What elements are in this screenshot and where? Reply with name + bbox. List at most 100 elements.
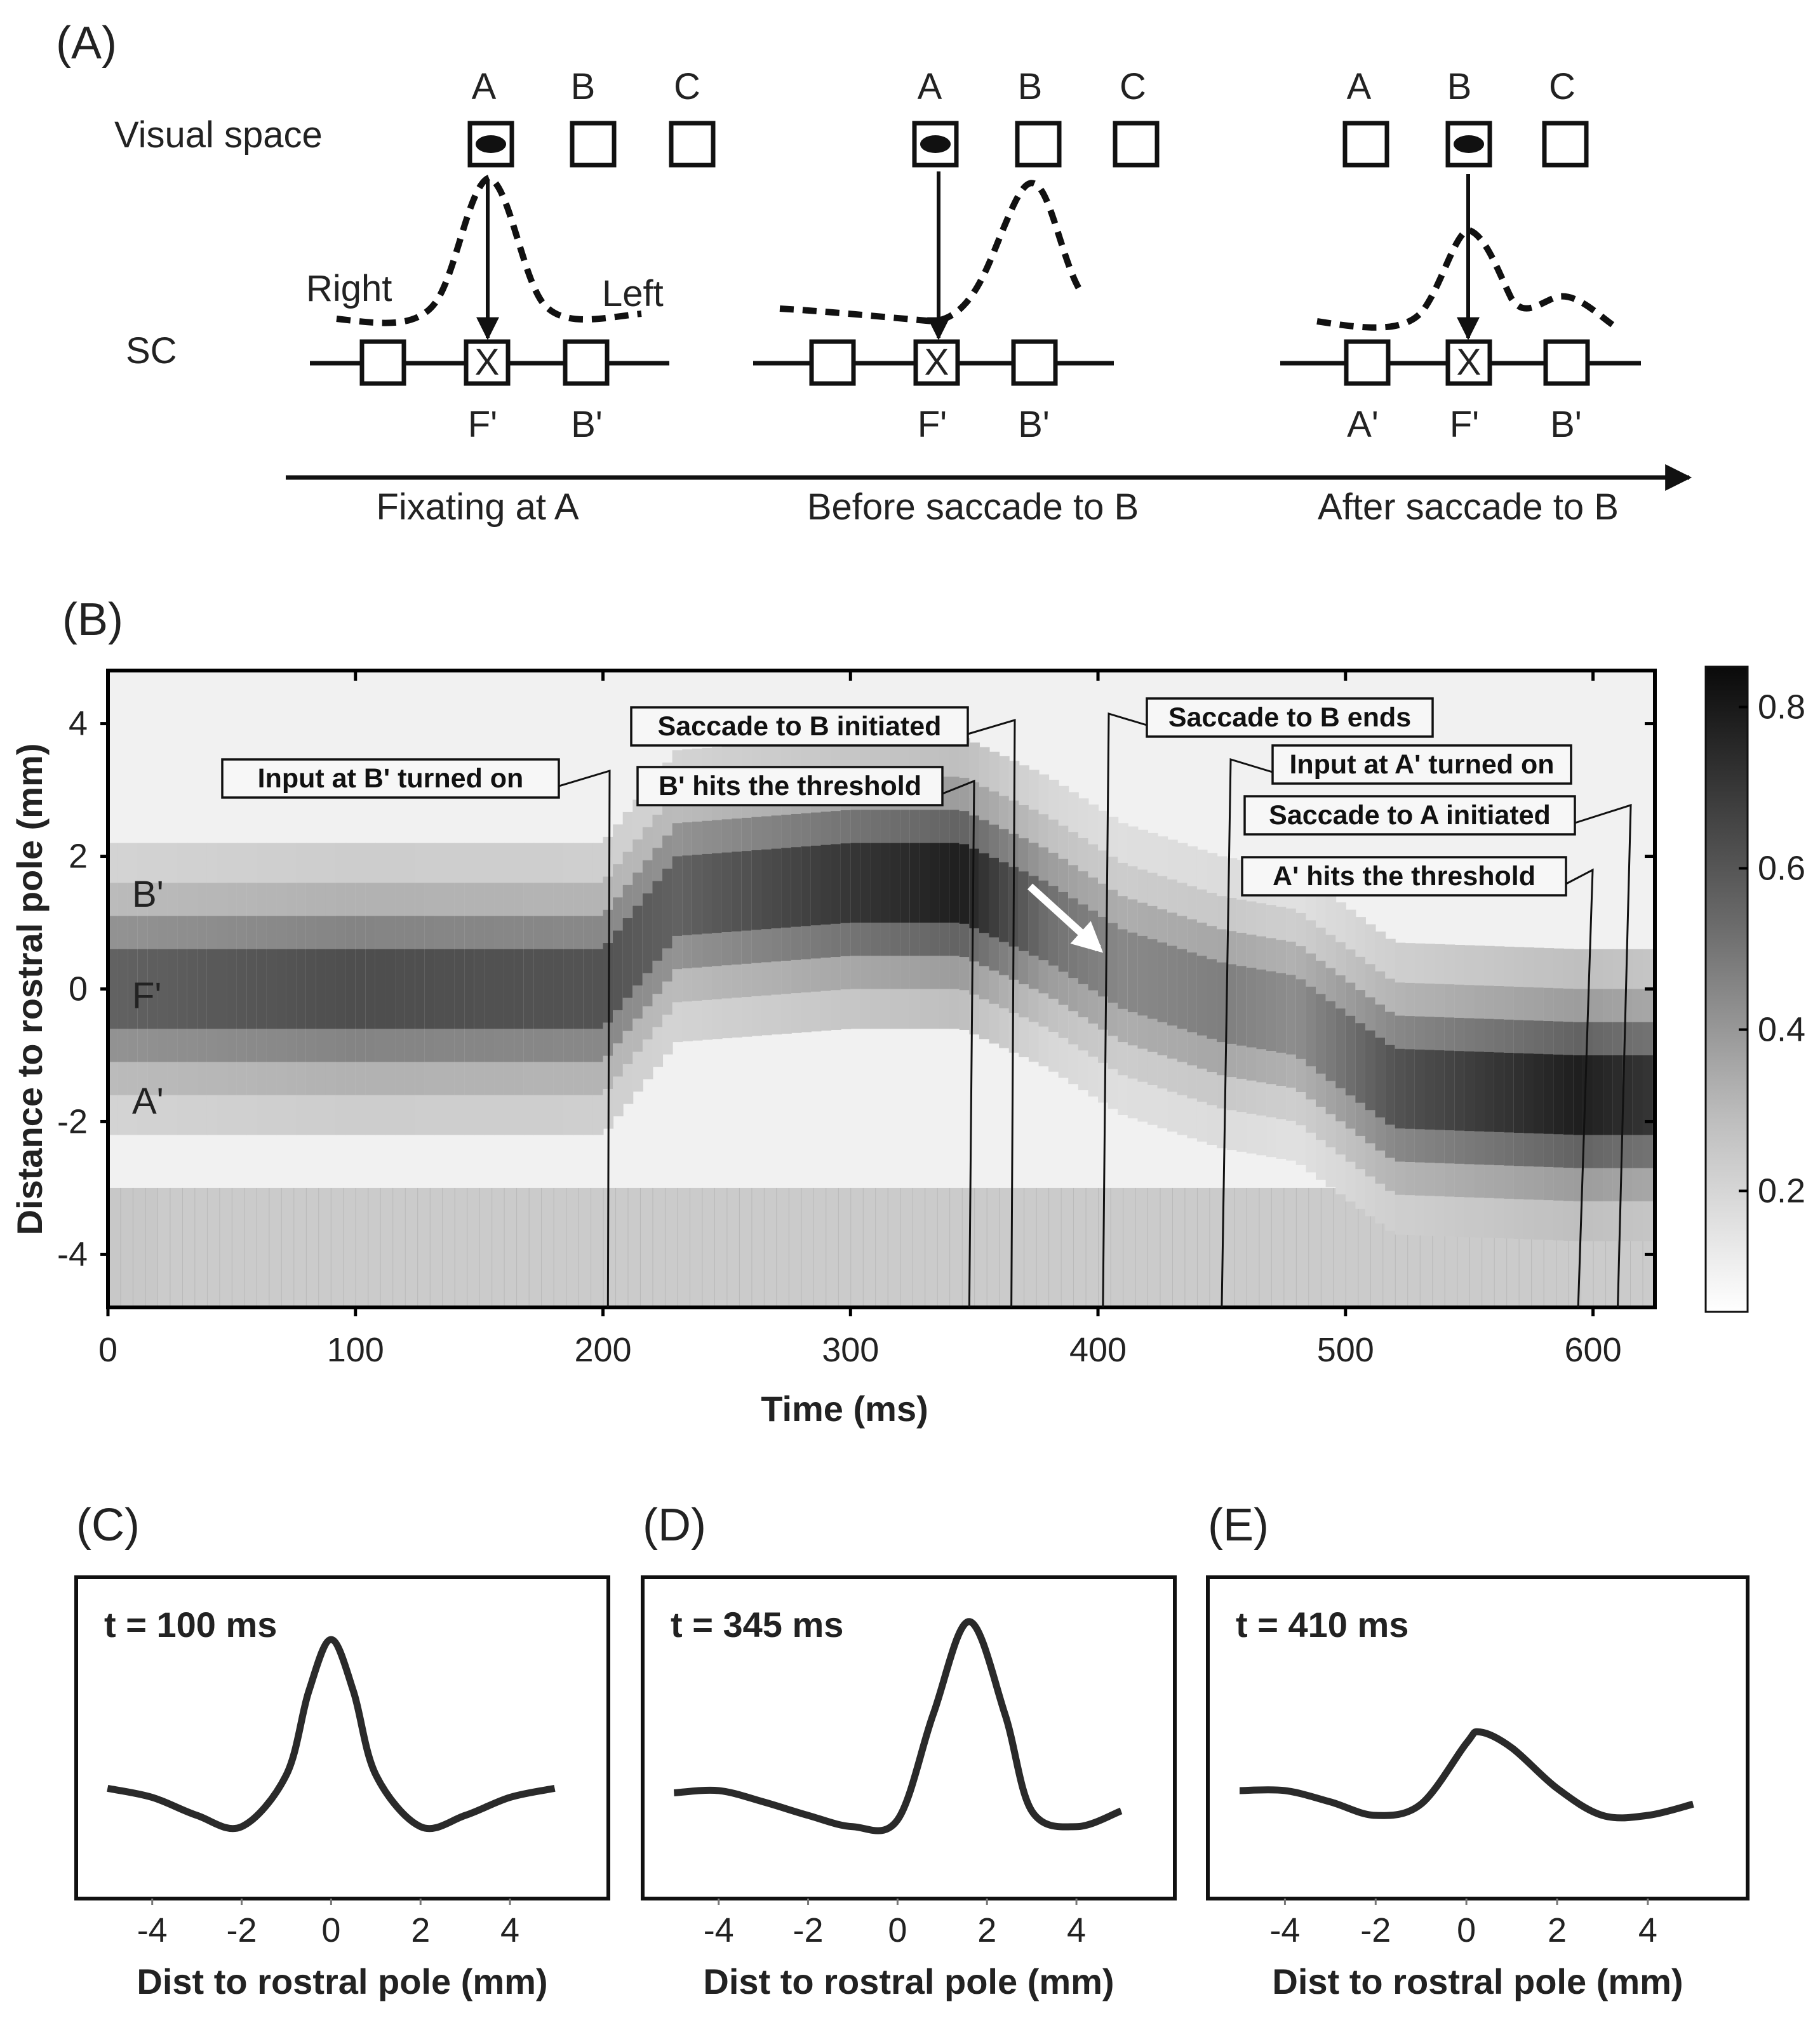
heatmap-bg-cell (528, 1187, 542, 1307)
heatmap-cell (1593, 1055, 1604, 1135)
heatmap-cell (157, 949, 168, 1029)
heatmap-cell (1642, 1055, 1654, 1135)
heatmap-cell (1068, 898, 1079, 978)
heatmap-bg-cell (1295, 1187, 1309, 1307)
heatmap-cell (573, 949, 584, 1029)
heatmap-bg-cell (1036, 1187, 1050, 1307)
heatmap-cell (939, 843, 951, 923)
profile-panel: (D) t = 345 ms -4 -2 0 2 4 Dist to rostral pole… (641, 1500, 1177, 2001)
stage3-box-c (1542, 121, 1589, 168)
heatmap-cell (831, 844, 841, 924)
annotation-pointer (1221, 758, 1273, 1308)
visual-space-label: Visual space (114, 114, 323, 156)
heatmap-bg-cell (244, 1187, 257, 1307)
heatmap-cell (810, 845, 822, 926)
heatmap-bg-cell (603, 1187, 617, 1307)
heatmap-cell (305, 949, 317, 1029)
right-label: Right (306, 268, 392, 309)
heatmap-cell (1246, 968, 1257, 1048)
heatmap-bg-cell (925, 1187, 938, 1307)
heatmap-bg-cell (838, 1187, 852, 1307)
heatmap-bg-cell (318, 1187, 331, 1307)
heatmap-x-label: Time (ms) (761, 1389, 928, 1429)
heatmap-bg-cell (826, 1187, 839, 1307)
heatmap-cell (454, 949, 465, 1029)
panel-b-label: (B) (62, 594, 123, 645)
annotation-label: Saccade to B ends (1168, 702, 1411, 733)
heatmap-cell (1553, 1054, 1564, 1135)
stage3-sc-letter-a: A' (1347, 404, 1379, 445)
heatmap-bg-cell (999, 1187, 1012, 1307)
heatmap-cell (613, 930, 624, 1010)
profile-x-label: Dist to rostral pole (mm) (1272, 1961, 1683, 2001)
heatmap-bg-cell (591, 1187, 604, 1307)
stage1-sc-box-left (359, 339, 406, 386)
heatmap-bg-cell (763, 1187, 777, 1307)
stage1-sc-letter-b: B' (571, 404, 603, 445)
heatmap-cell (781, 848, 792, 928)
profile-panel-label: (D) (643, 1500, 706, 1551)
heatmap-cell (721, 852, 733, 932)
heatmap-bg-cell (1283, 1187, 1297, 1307)
heatmap-cell (1187, 952, 1198, 1032)
heatmap-cell (632, 905, 643, 985)
heatmap-cell (464, 949, 475, 1029)
heatmap-cell (909, 843, 921, 923)
heatmap-bg-cell (1160, 1187, 1173, 1307)
heatmap-bg-cell (504, 1187, 518, 1307)
heatmap-cell (1534, 1053, 1544, 1134)
heatmap-cell (375, 949, 386, 1029)
heatmap-cell (276, 949, 287, 1029)
profile-tick-label: -2 (227, 1911, 257, 1949)
stage1-eye-icon (476, 135, 506, 153)
heatmap-cell (1543, 1054, 1555, 1134)
stage3-caption: After saccade to B (1318, 486, 1619, 528)
stage3-profile-curve (1316, 226, 1615, 331)
heatmap-bg-cell (652, 1187, 666, 1307)
heatmap-cell (592, 949, 604, 1029)
colorbar-tick-label: 0.6 (1758, 850, 1805, 888)
stage2-caption: Before saccade to B (807, 486, 1139, 528)
profile-tick-label: 0 (321, 1911, 340, 1949)
stage1-letter-a: A (472, 66, 497, 107)
heatmap-cell (979, 853, 990, 933)
heatmap-cell (1414, 1049, 1426, 1130)
stage3-sc-box-right (1543, 339, 1590, 386)
stage1-profile-curve (336, 174, 642, 326)
x-tick-label: 500 (1317, 1331, 1374, 1369)
heatmap-bg-cell (664, 1187, 678, 1307)
heatmap-bg-cell (1345, 1187, 1359, 1307)
heatmap-bg-cell (293, 1187, 307, 1307)
heatmap-cell (117, 949, 129, 1029)
stage3-sc-letter-b: B' (1550, 404, 1582, 445)
stage2-letter-a: A (918, 66, 942, 107)
heatmap-bg-cell (1259, 1187, 1272, 1307)
heatmap-bg-cell (1048, 1187, 1062, 1307)
heatmap-cell (1306, 986, 1317, 1067)
stage3-eye-icon (1454, 135, 1484, 153)
heatmap-cell (880, 843, 891, 923)
profile-tick-label: 2 (1548, 1911, 1567, 1949)
heatmap-bg-cell (615, 1187, 629, 1307)
stage3-letter-b: B (1447, 66, 1472, 107)
heatmap-cell (1573, 1055, 1584, 1135)
profile-frame (1206, 1575, 1750, 1900)
heatmap-cell (672, 856, 683, 936)
x-tick-label: 200 (574, 1331, 631, 1369)
heatmap-cell (870, 843, 881, 923)
heatmap-cell (692, 855, 703, 935)
heatmap-cell (543, 949, 554, 1029)
heatmap-bg-cell (120, 1187, 133, 1307)
heatmap-bg-cell (1073, 1187, 1087, 1307)
heatmap-bg-cell (974, 1187, 987, 1307)
stage3-letter-c: C (1549, 66, 1576, 107)
annotation-label: A' hits the threshold (1273, 861, 1536, 892)
heatmap-cell (177, 949, 188, 1029)
heatmap-cell (801, 846, 812, 926)
profile-tick-label: -4 (137, 1911, 168, 1949)
heatmap-cell (1137, 935, 1148, 1016)
heatmap-bg-cell (1024, 1187, 1037, 1307)
heatmap-bg-cell (1011, 1187, 1025, 1307)
heatmap-bg-cell (1196, 1187, 1210, 1307)
